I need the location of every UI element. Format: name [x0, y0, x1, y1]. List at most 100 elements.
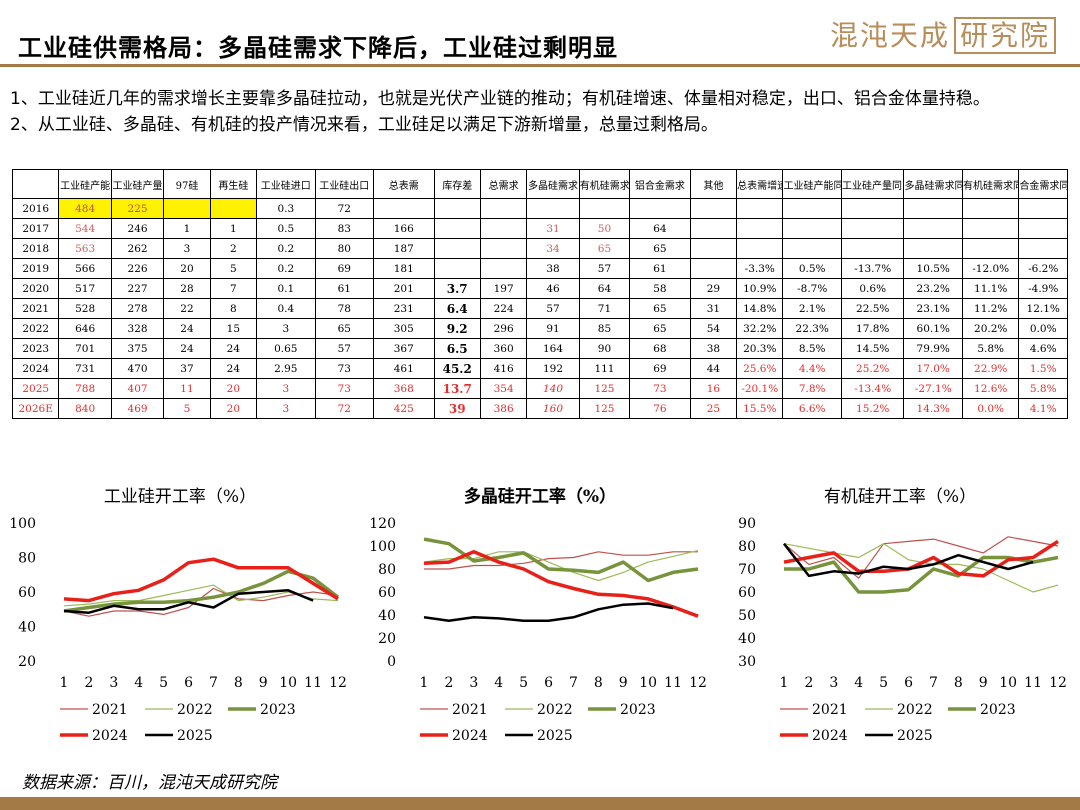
table-cell: 0.1 — [256, 278, 316, 299]
table-cell: 79.9% — [903, 338, 963, 359]
table-cell — [782, 238, 842, 259]
table-cell — [526, 198, 580, 219]
table-cell: 69 — [629, 358, 691, 379]
table-cell: 788 — [58, 378, 112, 399]
table-cell: 22.5% — [840, 298, 905, 319]
table-cell: 12.6% — [961, 378, 1020, 399]
table-cell: 731 — [58, 358, 112, 379]
series-line-2024 — [63, 557, 339, 603]
table-cell: -4.9% — [1018, 278, 1068, 299]
table-cell: 72 — [314, 198, 375, 219]
table-cell: 22.9% — [961, 358, 1020, 379]
table-cell: 72 — [314, 398, 375, 419]
table-header-cell: 合金需求同比 — [1018, 169, 1068, 199]
table-cell: 2026E — [11, 398, 60, 419]
legend-label-2021: 2021 — [812, 702, 848, 718]
x-tick-label: 5 — [519, 675, 528, 691]
x-tick-label: 10 — [639, 675, 657, 691]
table-cell: 2022 — [11, 318, 60, 339]
table-header-cell: 多晶硅需求 — [526, 169, 580, 199]
table-cell: 201 — [373, 278, 435, 299]
table-cell: -27.1% — [903, 378, 963, 399]
table-cell: 44 — [689, 358, 738, 379]
table-cell — [578, 198, 631, 219]
x-tick-label: 10 — [279, 675, 297, 691]
table-cell: -8.7% — [782, 278, 842, 299]
brand-logo: 混沌天成 研究院 — [830, 14, 1056, 54]
table-cell: 16 — [689, 378, 738, 399]
table-cell: 160 — [526, 398, 580, 419]
table-cell: 140 — [526, 378, 580, 399]
table-cell: 61 — [314, 278, 375, 299]
table-header-cell: 有机硅需求同比 — [961, 169, 1020, 199]
table-header-cell: 工业硅产量 — [110, 169, 165, 199]
table-cell: 0.3 — [256, 198, 316, 219]
x-tick-label: 6 — [544, 675, 553, 691]
x-tick-label: 6 — [184, 675, 193, 691]
table-cell: -12.0% — [961, 258, 1020, 279]
table-cell: 65 — [578, 238, 631, 259]
series-line-2024 — [783, 539, 1059, 578]
table-header-cell: 再生硅 — [209, 169, 258, 199]
table-cell: 2018 — [11, 238, 60, 259]
legend-label-2024: 2024 — [812, 728, 848, 744]
table-cell: 262 — [110, 238, 165, 259]
table-row: 2020 517 227 28 7 0.1 61 201 3.7 197 46 64 58 29 10.9%… — [11, 278, 1068, 299]
table-cell: 17.8% — [840, 318, 905, 339]
table-cell: 5 — [209, 258, 258, 279]
table-cell: 20 — [209, 398, 258, 419]
table-cell — [961, 198, 1020, 219]
table-cell: 2021 — [11, 298, 60, 319]
x-tick-label: 5 — [159, 675, 168, 691]
legend-label-2025: 2025 — [897, 728, 933, 744]
y-tick-label: 120 — [369, 516, 396, 532]
y-tick-label: 60 — [378, 585, 396, 601]
table-header-cell: 总需求 — [479, 169, 528, 199]
table-cell: 14.8% — [736, 298, 784, 319]
table-cell: 484 — [58, 198, 112, 219]
table-cell: 461 — [373, 358, 435, 379]
table-cell: 278 — [110, 298, 165, 319]
table-header-cell: 库存差 — [433, 169, 481, 199]
table-cell: 0.6% — [840, 278, 905, 299]
table-cell: 7.8% — [782, 378, 842, 399]
table-cell: 181 — [373, 258, 435, 279]
table-cell: 15 — [209, 318, 258, 339]
table-cell — [689, 238, 738, 259]
table-cell: 85 — [578, 318, 631, 339]
x-tick-label: 3 — [469, 675, 478, 691]
table-cell: 197 — [479, 278, 528, 299]
chart-title: 工业硅开工率（%） — [104, 487, 256, 507]
table-cell — [479, 198, 528, 219]
x-tick-label: 11 — [304, 675, 322, 691]
x-tick-label: 8 — [954, 675, 963, 691]
y-tick-label: 60 — [18, 585, 36, 601]
x-tick-label: 2 — [84, 675, 93, 691]
table-cell: -13.4% — [840, 378, 905, 399]
table-cell: 375 — [110, 338, 165, 359]
table-cell — [689, 218, 738, 239]
table-cell — [433, 218, 481, 239]
paragraph-1: 1、工业硅近几年的需求增长主要靠多晶硅拉动，也就是光伏产业链的推动；有机硅增速、… — [10, 89, 990, 109]
y-tick-label: 50 — [738, 608, 756, 624]
y-tick-label: 0 — [387, 654, 396, 670]
x-tick-label: 9 — [259, 675, 268, 691]
table-cell: 226 — [110, 258, 165, 279]
legend-label-2022: 2022 — [537, 702, 573, 718]
table-cell: 3 — [256, 398, 316, 419]
legend-label-2025: 2025 — [177, 728, 213, 744]
legend-label-2021: 2021 — [452, 702, 488, 718]
header-divider — [0, 64, 1080, 67]
table-cell: 469 — [110, 398, 165, 419]
table-cell: 64 — [629, 218, 691, 239]
table-cell — [1018, 198, 1068, 219]
x-tick-label: 12 — [1049, 675, 1067, 691]
table-cell — [1018, 218, 1068, 239]
x-tick-label: 9 — [619, 675, 628, 691]
table-cell — [903, 238, 963, 259]
table-cell: 91 — [526, 318, 580, 339]
series-line-2024 — [423, 550, 699, 618]
y-tick-label: 100 — [369, 539, 396, 555]
table-cell: 73 — [314, 358, 375, 379]
